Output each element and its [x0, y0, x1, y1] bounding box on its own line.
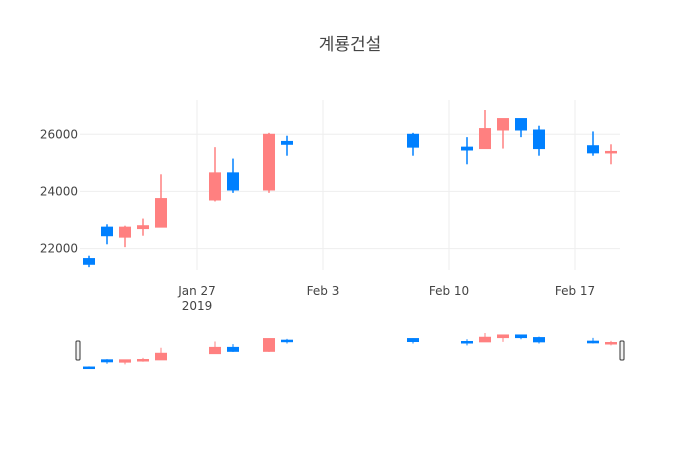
x-tick-label: Feb 3 — [307, 284, 340, 298]
candle-body — [587, 145, 599, 154]
candles — [83, 110, 617, 268]
candle-body — [461, 146, 473, 151]
candle-body — [533, 129, 545, 150]
candle — [515, 118, 527, 138]
slider-candle — [119, 359, 131, 365]
slider-candle-body — [461, 341, 473, 344]
candle — [101, 224, 113, 245]
slider-candle — [461, 339, 473, 346]
candle-body — [263, 133, 275, 191]
slider-candle — [263, 338, 275, 352]
range-slider-handle[interactable] — [75, 340, 81, 361]
candle — [119, 225, 131, 248]
candle — [605, 144, 617, 165]
slider-candle — [479, 333, 491, 343]
y-axis: 22000 24000 26000 — [40, 127, 78, 255]
slider-candle-body — [533, 337, 545, 343]
chart-title: 계룡건설 — [319, 35, 382, 55]
candle — [137, 218, 149, 236]
slider-candle-body — [155, 352, 167, 361]
slider-candle-body — [209, 346, 221, 355]
slider-candle-body — [497, 334, 509, 339]
slider-candle — [497, 334, 509, 342]
candle — [407, 132, 419, 156]
candle — [281, 135, 293, 156]
slider-candle-body — [137, 359, 149, 362]
x-tick-label: Jan 27 — [177, 284, 216, 298]
slider-candle — [83, 366, 95, 370]
y-tick-label: 24000 — [40, 184, 78, 198]
slider-candle — [407, 338, 419, 344]
slider-candle-body — [515, 334, 527, 339]
candle — [227, 158, 239, 193]
slider-candle-body — [605, 341, 617, 345]
candle — [533, 125, 545, 156]
slider-candle — [101, 359, 113, 364]
slider-candle — [605, 340, 617, 346]
x-tick-sublabel: 2019 — [182, 299, 213, 313]
slider-candle-body — [101, 359, 113, 363]
range-slider-background — [80, 330, 620, 372]
candle-body — [515, 118, 527, 131]
slider-candle-body — [227, 346, 239, 352]
slider-candle — [137, 357, 149, 362]
candle-body — [119, 226, 131, 238]
slider-candle-body — [587, 340, 599, 344]
slider-candle — [533, 336, 545, 344]
candle-body — [137, 225, 149, 230]
y-tick-label: 26000 — [40, 127, 78, 141]
candle-body — [209, 172, 221, 201]
x-tick-label: Feb 17 — [555, 284, 595, 298]
gridlines — [80, 100, 620, 270]
candle-body — [227, 172, 239, 191]
candle — [497, 118, 509, 149]
slider-candle — [227, 344, 239, 352]
slider-candle — [209, 341, 221, 355]
candle-body — [281, 140, 293, 145]
candle-body — [479, 128, 491, 150]
candle-body — [83, 258, 95, 265]
y-tick-label: 22000 — [40, 242, 78, 256]
candle — [461, 137, 473, 165]
candle — [587, 131, 599, 156]
candle — [479, 110, 491, 150]
candle-body — [101, 226, 113, 237]
slider-candle-body — [281, 339, 293, 343]
candle-body — [155, 198, 167, 228]
slider-candle-body — [263, 338, 275, 352]
candle — [83, 255, 95, 268]
slider-candle-body — [83, 366, 95, 370]
x-tick-label: Feb 10 — [429, 284, 469, 298]
candle — [155, 174, 167, 228]
candle — [263, 132, 275, 193]
candle — [209, 147, 221, 202]
slider-candle — [155, 347, 167, 361]
candle-body — [407, 133, 419, 148]
slider-candle-body — [119, 359, 131, 363]
range-slider[interactable] — [75, 330, 625, 372]
slider-candle-body — [479, 336, 491, 343]
slider-candle — [515, 334, 527, 340]
slider-candle — [587, 337, 599, 344]
range-slider-handle[interactable] — [619, 340, 625, 361]
slider-candle — [281, 338, 293, 344]
candle-body — [605, 150, 617, 154]
candle-body — [497, 118, 509, 131]
slider-candle-body — [407, 338, 419, 343]
